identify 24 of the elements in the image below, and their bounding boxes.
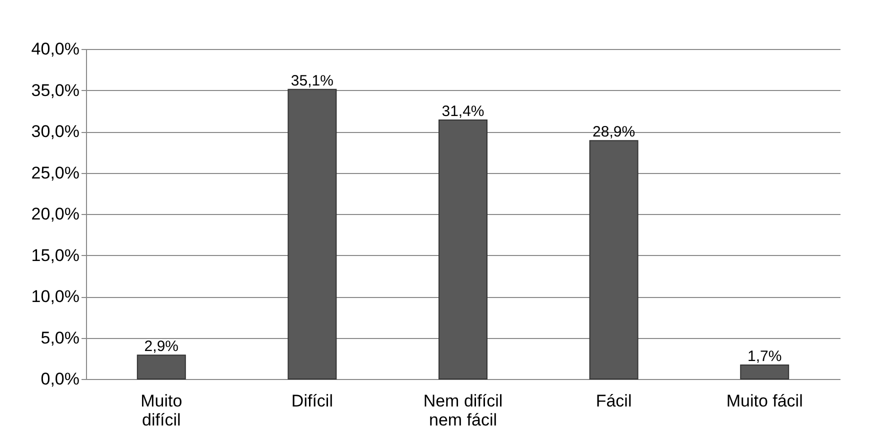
bar	[288, 88, 337, 380]
bar	[589, 140, 638, 380]
data-label: 28,9%	[592, 124, 636, 141]
data-label: 1,7%	[748, 348, 782, 365]
y-tick-label: 40,0%	[31, 40, 80, 58]
x-tick-label: Difícil	[291, 392, 333, 410]
x-tick-label: Fácil	[596, 392, 632, 410]
y-tick-label: 5,0%	[40, 328, 80, 348]
x-tick-label: Nem difícil nem fácil	[423, 392, 503, 430]
y-tick-label: 35,0%	[31, 80, 80, 100]
y-tick-label: 20,0%	[31, 204, 80, 224]
y-tick-label: 25,0%	[31, 163, 80, 182]
data-label: 2,9%	[144, 338, 178, 356]
x-tick-label: Muito fácil	[726, 392, 803, 410]
x-tick-label: Muito difícil	[140, 392, 182, 430]
bar	[438, 119, 488, 380]
y-tick-label: 30,0%	[31, 122, 80, 141]
bar	[136, 354, 186, 380]
data-label: 35,1%	[290, 72, 334, 90]
y-tick-label: 15,0%	[31, 246, 80, 265]
y-tick-label: 0,0%	[40, 370, 80, 388]
data-label: 31,4%	[442, 102, 484, 120]
bar	[740, 364, 790, 380]
y-tick-label: 10,0%	[31, 287, 80, 306]
